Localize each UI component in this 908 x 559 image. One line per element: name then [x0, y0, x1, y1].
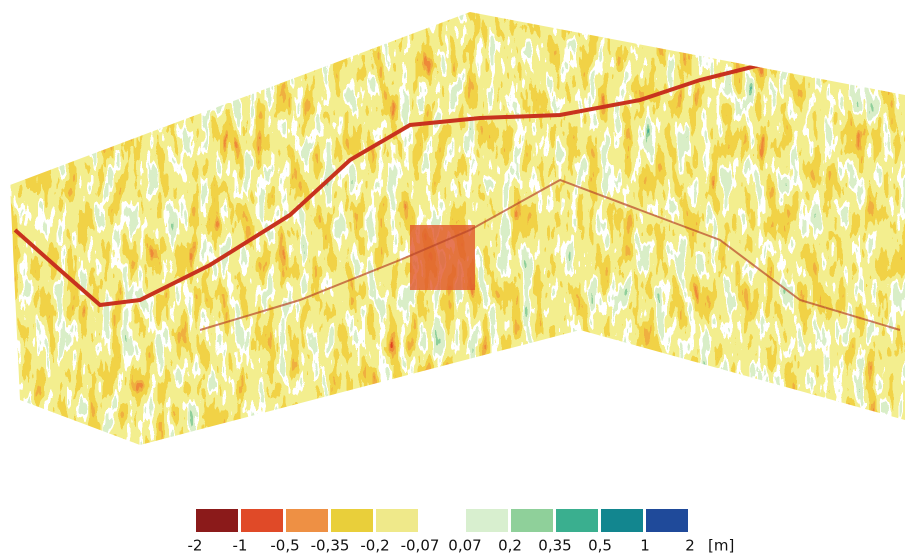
legend-swatch	[646, 509, 688, 532]
legend-break-label: 0,07	[448, 537, 481, 555]
legend-break-label: -1	[233, 537, 248, 555]
legend-swatch	[601, 509, 643, 532]
legend-unit: [m]	[708, 537, 734, 555]
legend-swatch	[556, 509, 598, 532]
legend-break-label: -0,2	[360, 537, 389, 555]
legend-swatch	[196, 509, 238, 532]
legend-break-label: 0,2	[498, 537, 522, 555]
legend-break-label: -0,07	[401, 537, 440, 555]
legend-break-label: -0,35	[311, 537, 350, 555]
raster-patch	[410, 225, 475, 290]
legend-swatch	[331, 509, 373, 532]
legend-swatch	[241, 509, 283, 532]
page: {"legend": { "colors": ["#8b1a1a", "#e04…	[0, 0, 908, 559]
legend-swatch	[286, 509, 328, 532]
legend-break-label: -2	[188, 537, 203, 555]
legend-break-label: 0,35	[538, 537, 571, 555]
elevation-difference-raster	[0, 0, 908, 470]
legend-break-label: 0,5	[588, 537, 612, 555]
legend-swatch	[376, 509, 418, 532]
legend-swatch	[511, 509, 553, 532]
legend-break-label: 2	[685, 537, 695, 555]
legend: -2 -1 -0,5 -0,35 -0,2 -0,07 0,07 0,2 0,35 0,5 1 2 [m…	[188, 509, 735, 555]
map-figure: -2 -1 -0,5 -0,35 -0,2 -0,07 0,07 0,2 0,35 0,5 1 2 [m…	[0, 0, 908, 559]
legend-swatch	[466, 509, 508, 532]
legend-swatch	[421, 509, 463, 532]
legend-break-label: 1	[640, 537, 650, 555]
legend-break-label: -0,5	[270, 537, 299, 555]
